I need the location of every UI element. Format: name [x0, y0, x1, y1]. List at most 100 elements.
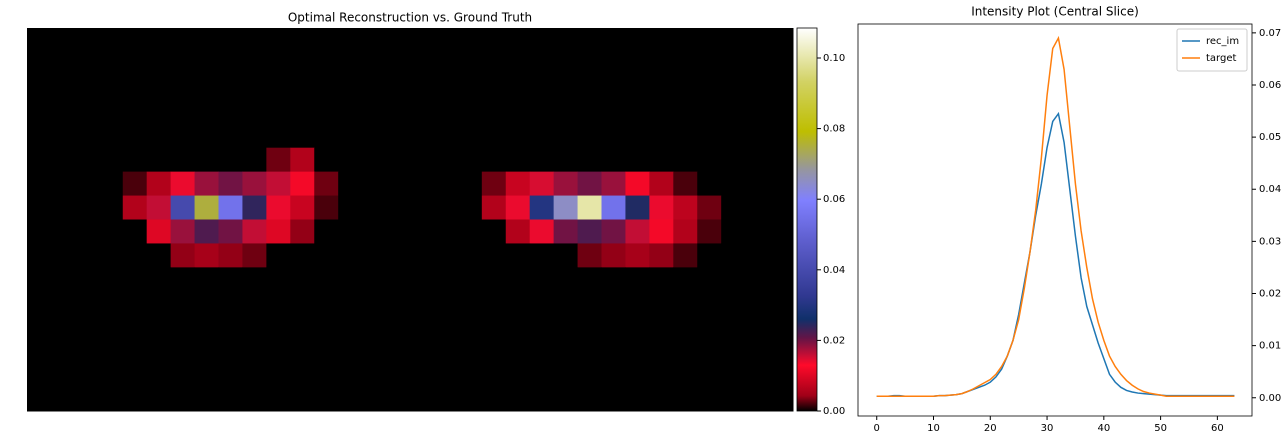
heatmap-cell	[721, 147, 746, 173]
heatmap-cell	[625, 291, 650, 316]
heatmap-cell	[98, 147, 124, 173]
heatmap-cell	[194, 171, 219, 197]
heatmap-cell	[481, 291, 507, 316]
heatmap-cell	[98, 267, 124, 292]
heatmap-cell	[673, 291, 698, 316]
heatmap-cell	[481, 51, 507, 77]
heatmap-cell	[649, 51, 674, 77]
heatmap-cell	[625, 195, 650, 220]
heatmap-cell	[721, 243, 746, 268]
heatmap-cell	[74, 219, 100, 244]
heatmap-cell	[481, 339, 507, 364]
heatmap-cell	[194, 75, 219, 101]
heatmap-cell	[242, 51, 267, 77]
heatmap-cell	[74, 267, 100, 292]
heatmap-cell	[433, 75, 459, 101]
heatmap-cell	[769, 123, 794, 149]
heatmap-cell	[362, 315, 387, 340]
heatmap-cell	[601, 171, 626, 197]
heatmap-cell	[50, 28, 76, 53]
heatmap-cell	[290, 339, 315, 364]
heatmap-cell	[266, 387, 291, 412]
heatmap-cell	[218, 147, 243, 173]
heatmap-cell	[27, 51, 52, 77]
heatmap-cell	[266, 171, 291, 197]
heatmap-cell	[290, 219, 315, 244]
heatmap-cell	[553, 147, 579, 173]
heatmap-cell	[27, 315, 52, 340]
line-series	[876, 35, 1235, 397]
heatmap-cell	[697, 339, 722, 364]
heatmap-cell	[649, 147, 674, 173]
heatmap-cell	[290, 123, 315, 149]
heatmap-cell	[505, 147, 531, 173]
heatmap-cell	[673, 339, 698, 364]
heatmap-cell	[27, 99, 52, 125]
heatmap-cell	[290, 195, 315, 220]
heatmap-cell	[529, 123, 555, 149]
heatmap-cell	[146, 123, 172, 149]
heatmap-cell	[625, 363, 650, 388]
heatmap-cell	[314, 315, 339, 340]
heatmap-cell	[290, 315, 315, 340]
heatmap-cell	[170, 99, 196, 125]
heatmap-cell	[410, 28, 435, 53]
heatmap-cell	[553, 99, 579, 125]
heatmap-cell	[673, 51, 698, 77]
heatmap-cell	[338, 147, 363, 173]
heatmap-cell	[314, 219, 339, 244]
heatmap-cell	[601, 195, 626, 220]
heatmap-cell	[50, 243, 76, 268]
heatmap-cell	[218, 291, 243, 316]
heatmap-cell	[170, 171, 196, 197]
heatmap-cell	[27, 123, 52, 149]
heatmap-cell	[697, 171, 722, 197]
heatmap-cell	[601, 291, 626, 316]
heatmap-cell	[242, 363, 267, 388]
heatmap-cell	[410, 363, 435, 388]
heatmap-cell	[721, 291, 746, 316]
heatmap-cell	[457, 267, 483, 292]
heatmap-cell	[745, 171, 770, 197]
heatmap-cell	[266, 195, 291, 220]
heatmap-cell	[27, 28, 52, 53]
heatmap-cell	[338, 291, 363, 316]
heatmap-cell	[529, 51, 555, 77]
heatmap-cell	[481, 363, 507, 388]
heatmap-cell	[769, 171, 794, 197]
heatmap-cell	[194, 267, 219, 292]
heatmap-cell	[649, 315, 674, 340]
heatmap-cell	[362, 243, 387, 268]
heatmap-cell	[505, 75, 531, 101]
heatmap-cell	[577, 99, 602, 125]
heatmap-cell	[122, 51, 148, 77]
heatmap-cell	[74, 75, 100, 101]
heatmap-cell	[218, 243, 243, 268]
heatmap-cell	[505, 339, 531, 364]
heatmap-cell	[769, 75, 794, 101]
heatmap-cell	[457, 171, 483, 197]
heatmap-cell	[362, 267, 387, 292]
heatmap-cell	[673, 147, 698, 173]
heatmap-cell	[50, 363, 76, 388]
heatmap-cell	[410, 195, 435, 220]
heatmap-cell	[338, 171, 363, 197]
heatmap-title: Optimal Reconstruction vs. Ground Truth	[288, 11, 532, 25]
heatmap-cell	[74, 171, 100, 197]
heatmap-cell	[529, 339, 555, 364]
heatmap-cell	[457, 123, 483, 149]
heatmap-cell	[697, 51, 722, 77]
heatmap-cell	[122, 147, 148, 173]
heatmap-cell	[242, 243, 267, 268]
heatmap-cell	[122, 219, 148, 244]
heatmap-cell	[98, 219, 124, 244]
heatmap-cell	[27, 219, 52, 244]
heatmap-cell	[457, 75, 483, 101]
heatmap-cell	[745, 28, 770, 53]
heatmap-cell	[457, 363, 483, 388]
heatmap-cell	[314, 291, 339, 316]
heatmap-cell	[50, 99, 76, 125]
heatmap-cell	[697, 123, 722, 149]
heatmap-cell	[673, 243, 698, 268]
heatmap-cell	[170, 243, 196, 268]
